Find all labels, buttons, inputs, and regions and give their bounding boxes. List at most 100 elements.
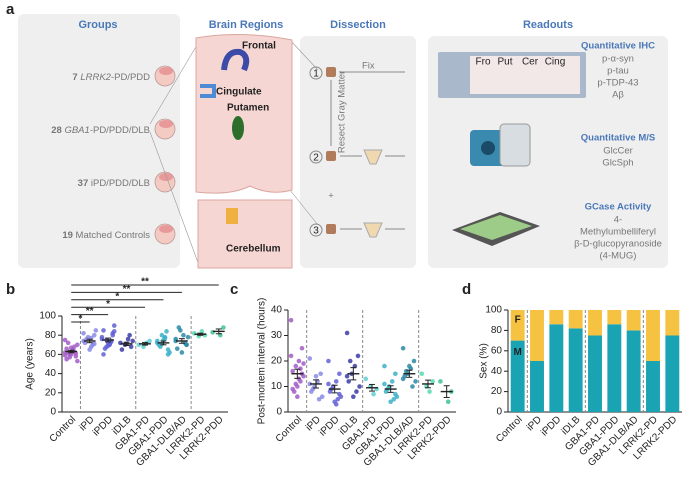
data-point — [73, 351, 79, 356]
panel-label: d — [462, 281, 471, 298]
dissection-box — [300, 36, 416, 268]
data-point — [290, 386, 295, 392]
bar-segment — [607, 310, 622, 325]
group-suffix: iPD/PDD/DLB — [91, 178, 150, 189]
data-point — [288, 353, 294, 359]
bar-segment — [626, 310, 641, 331]
cerebellum-section — [197, 199, 293, 269]
data-point — [102, 346, 108, 351]
region-label: Putamen — [227, 103, 269, 114]
readouts-title: Readouts — [523, 19, 573, 31]
bar-segment — [568, 310, 583, 329]
bar-segment — [510, 340, 525, 412]
data-point — [357, 384, 362, 389]
data-point — [181, 332, 186, 338]
data-point — [344, 330, 350, 336]
readout-line: 4- — [614, 215, 622, 226]
data-point — [62, 337, 68, 343]
slide-label: Put — [497, 57, 512, 68]
significance-label: * — [106, 299, 110, 310]
data-point — [389, 379, 395, 384]
data-point — [296, 358, 302, 364]
data-point — [391, 396, 397, 402]
x-tick-label: iPDD — [317, 414, 341, 438]
data-point — [91, 332, 97, 338]
readout-line: Methylumbelliferyl — [580, 227, 656, 238]
y-tick-label: 0 — [50, 407, 56, 418]
data-point — [288, 317, 294, 323]
segment-label: F — [515, 315, 521, 326]
y-tick-label: 80 — [45, 330, 57, 341]
data-point — [419, 371, 425, 377]
data-point — [298, 366, 303, 371]
data-point — [316, 396, 322, 402]
region-label: Cerebellum — [226, 244, 281, 255]
data-point — [185, 334, 191, 340]
bar-segment — [588, 310, 602, 336]
data-point — [173, 336, 179, 342]
group-item: 28 GBA1-PD/PDD/DLB — [51, 125, 150, 136]
data-point — [62, 353, 68, 358]
panel-label: b — [6, 281, 15, 298]
x-tick-label: iPDD — [539, 414, 563, 438]
readout-line: GlcCer — [603, 146, 633, 157]
data-point — [400, 376, 406, 382]
head-brains — [159, 67, 173, 233]
readout-line: Aβ — [612, 90, 624, 101]
data-point — [326, 381, 331, 387]
data-point — [101, 352, 106, 357]
y-tick-label: 60 — [45, 349, 57, 360]
data-point — [346, 379, 351, 384]
group-n: 28 — [51, 125, 62, 136]
group-n: 37 — [78, 178, 89, 189]
significance-label: ** — [86, 306, 94, 317]
data-point — [403, 368, 409, 374]
data-point — [371, 391, 376, 397]
y-axis-label: Sex (%) — [479, 343, 490, 379]
data-point — [290, 368, 295, 374]
y-tick-label: 30 — [271, 330, 283, 341]
bar-segment — [626, 330, 641, 412]
data-point — [87, 347, 92, 352]
data-point — [355, 353, 361, 359]
y-axis-label: Age (years) — [25, 338, 36, 390]
y-tick-label: 0 — [276, 407, 282, 418]
group-item: 19 Matched Controls — [62, 230, 150, 241]
cingulate-region — [200, 84, 216, 98]
data-point — [295, 394, 300, 400]
data-point — [184, 342, 189, 348]
group-n: 19 — [62, 230, 73, 241]
readout-line: p-TDP-43 — [597, 78, 638, 89]
fix-label: Fix — [362, 61, 375, 72]
readout-title: GCase Activity — [585, 202, 652, 213]
data-point — [221, 325, 226, 330]
data-point — [427, 389, 432, 394]
bar-segment — [646, 361, 660, 412]
data-point — [333, 379, 339, 384]
data-point — [65, 340, 71, 346]
data-point — [84, 336, 89, 342]
data-point — [125, 336, 131, 342]
bar-segment — [588, 335, 602, 412]
readout-line: p-α-syn — [602, 54, 634, 65]
group-item: 7 LRRK2-PD/PDD — [72, 72, 150, 83]
data-point — [93, 328, 99, 333]
data-point — [351, 394, 356, 400]
group-gene: GBA1 — [64, 125, 89, 136]
significance-label: * — [115, 291, 119, 302]
panel-label: a — [6, 1, 15, 18]
y-tick-label: 60 — [491, 345, 503, 356]
region-label: Frontal — [242, 41, 276, 52]
data-point — [382, 363, 387, 369]
data-point — [326, 358, 331, 364]
bar-segment — [549, 324, 564, 412]
regions-title: Brain Regions — [209, 19, 284, 31]
data-point — [99, 334, 105, 340]
frontal-region — [221, 48, 250, 72]
data-point — [176, 325, 182, 330]
step-number: 3 — [313, 226, 319, 237]
data-point — [91, 341, 97, 347]
readout-line: GlcSph — [602, 158, 633, 169]
bar-segment — [549, 310, 564, 325]
